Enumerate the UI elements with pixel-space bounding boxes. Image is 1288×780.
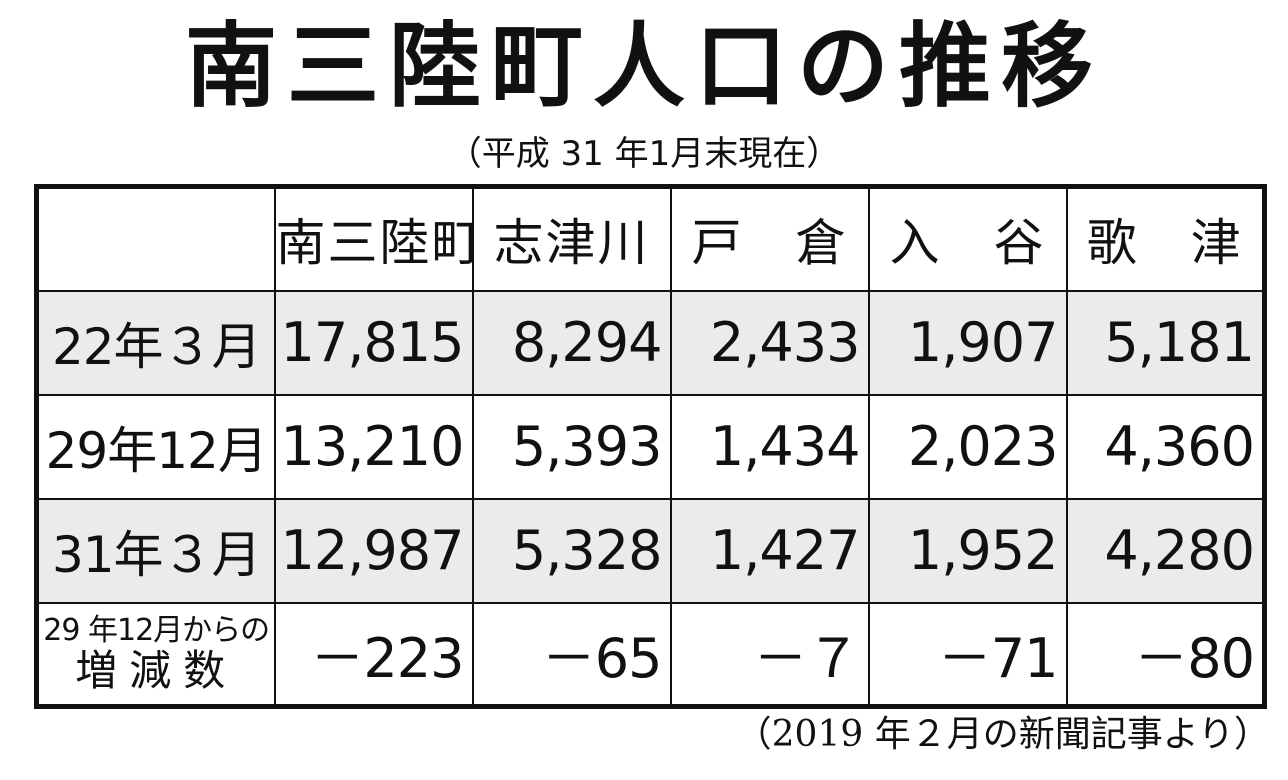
table-cell: 1,427 [669, 497, 870, 604]
table-row: 29年12月 13,210 5,393 1,434 2,023 4,360 [35, 393, 1266, 500]
table-cell: 5,393 [471, 393, 672, 500]
table-cell: 1,907 [867, 289, 1068, 396]
header-tokura: 戸 倉 [669, 185, 870, 292]
table-cell: 13,210 [273, 393, 474, 500]
change-row-label: 29 年12月からの 増減数 [35, 601, 276, 708]
table-row: 22年３月 17,815 8,294 2,433 1,907 5,181 [35, 289, 1266, 396]
table-cell: 2,433 [669, 289, 870, 396]
change-label-line1: 29 年12月からの [43, 612, 270, 648]
table-cell: －71 [867, 601, 1068, 708]
table-cell: －７ [669, 601, 870, 708]
source-note: （2019 年２月の新聞記事より） [735, 714, 1270, 755]
header-minamisanriku: 南三陸町 [273, 185, 474, 292]
table-cell: 2,023 [867, 393, 1068, 500]
header-corner-cell [35, 185, 276, 292]
table-row: 31年３月 12,987 5,328 1,427 1,952 4,280 [35, 497, 1266, 604]
population-table: 南三陸町 志津川 戸 倉 入 谷 歌 津 22年３月 17,815 8,294 … [34, 184, 1267, 709]
table-cell: 1,434 [669, 393, 870, 500]
row-label: 29年12月 [35, 393, 276, 500]
page-title: 南三陸町人口の推移 [184, 13, 1103, 120]
row-label: 22年３月 [35, 289, 276, 396]
table-cell: 4,280 [1065, 497, 1266, 604]
table-cell: －65 [471, 601, 672, 708]
table-cell: －223 [273, 601, 474, 708]
table-cell: 17,815 [273, 289, 474, 396]
change-row: 29 年12月からの 増減数 －223 －65 －７ －71 －80 [35, 601, 1266, 708]
table-cell: 5,181 [1065, 289, 1266, 396]
header-iriya: 入 谷 [867, 185, 1068, 292]
header-utatsu: 歌 津 [1065, 185, 1266, 292]
table-cell: 1,952 [867, 497, 1068, 604]
table-cell: －80 [1065, 601, 1266, 708]
table-cell: 5,328 [471, 497, 672, 604]
change-label-line2: 増減数 [75, 645, 238, 695]
table-cell: 12,987 [273, 497, 474, 604]
table-cell: 8,294 [471, 289, 672, 396]
as-of-date-note: （平成 31 年1月末現在） [447, 134, 841, 174]
row-label: 31年３月 [35, 497, 276, 604]
header-shizugawa: 志津川 [471, 185, 672, 292]
table-header-row: 南三陸町 志津川 戸 倉 入 谷 歌 津 [35, 185, 1266, 292]
table-cell: 4,360 [1065, 393, 1266, 500]
